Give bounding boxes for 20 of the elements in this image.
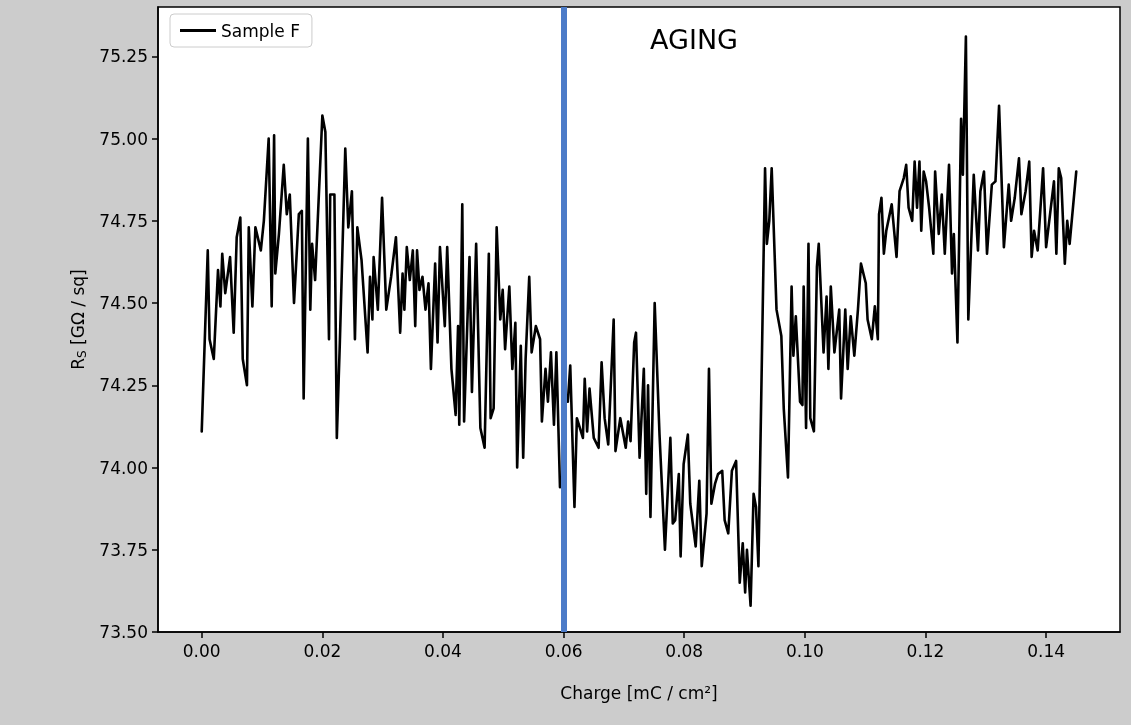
y-tick-label: 75.25: [99, 46, 148, 67]
y-axis-title: RS [GΩ / sq]: [68, 269, 89, 370]
x-axis-title: Charge [mC / cm²]: [560, 682, 718, 703]
x-tick-label: 0.04: [424, 640, 462, 661]
x-tick-label: 0.12: [906, 640, 945, 661]
x-tick-label: 0.02: [303, 640, 342, 661]
annotation: AGING: [650, 24, 739, 55]
y-tick-label: 74.50: [99, 293, 148, 314]
x-tick-label: 0.10: [785, 640, 824, 661]
y-tick-label: 74.00: [99, 457, 148, 478]
x-tick-label: 0.00: [182, 640, 221, 661]
y-tick-label: 73.50: [99, 622, 148, 642]
legend-label: Sample F: [221, 20, 300, 41]
x-tick-label: 0.14: [1027, 640, 1066, 661]
y-tick-label: 75.00: [99, 128, 148, 149]
x-tick-label: 0.08: [665, 640, 704, 661]
y-tick-label: 74.25: [99, 375, 148, 396]
x-tick-label: 0.06: [544, 640, 583, 661]
y-tick-label: 73.75: [99, 539, 148, 560]
y-tick-label: 74.75: [99, 210, 148, 231]
